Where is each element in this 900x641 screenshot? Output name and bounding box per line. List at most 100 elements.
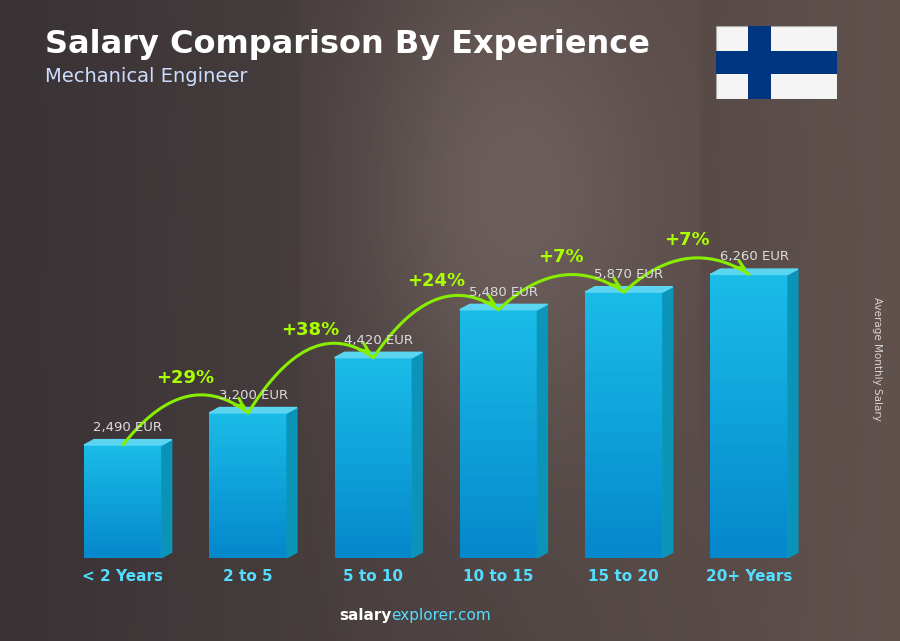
- Polygon shape: [412, 353, 422, 558]
- Bar: [460, 372, 537, 378]
- Bar: [710, 529, 788, 537]
- Bar: [335, 372, 412, 378]
- Bar: [710, 416, 788, 423]
- Bar: [460, 434, 537, 440]
- Bar: [710, 331, 788, 338]
- Bar: [710, 296, 788, 303]
- Bar: [460, 446, 537, 453]
- Bar: [210, 551, 287, 554]
- Bar: [585, 398, 662, 405]
- Bar: [460, 347, 537, 353]
- Bar: [210, 438, 287, 442]
- Bar: [460, 360, 537, 365]
- Bar: [460, 490, 537, 495]
- Bar: [210, 445, 287, 449]
- Bar: [84, 481, 162, 485]
- Bar: [460, 397, 537, 403]
- Bar: [335, 543, 412, 547]
- Bar: [585, 551, 662, 558]
- Bar: [460, 335, 537, 341]
- Bar: [585, 478, 662, 485]
- Bar: [710, 508, 788, 515]
- Bar: [460, 322, 537, 328]
- Bar: [585, 299, 662, 305]
- Bar: [335, 418, 412, 422]
- Bar: [585, 544, 662, 551]
- Bar: [84, 521, 162, 524]
- Bar: [585, 531, 662, 538]
- Bar: [460, 495, 537, 502]
- Bar: [460, 353, 537, 360]
- Bar: [710, 395, 788, 402]
- Bar: [335, 513, 412, 518]
- Bar: [585, 305, 662, 312]
- Bar: [335, 383, 412, 388]
- Bar: [84, 538, 162, 541]
- Bar: [585, 438, 662, 445]
- Text: 3,200 EUR: 3,200 EUR: [219, 388, 288, 402]
- Text: +24%: +24%: [407, 272, 465, 290]
- Text: 2,490 EUR: 2,490 EUR: [94, 421, 162, 434]
- Bar: [84, 479, 162, 481]
- Bar: [710, 381, 788, 388]
- Bar: [210, 442, 287, 445]
- Polygon shape: [537, 304, 547, 558]
- Bar: [335, 463, 412, 468]
- Bar: [710, 388, 788, 395]
- Bar: [460, 328, 537, 335]
- Bar: [335, 428, 412, 433]
- Bar: [335, 478, 412, 483]
- Bar: [585, 385, 662, 392]
- Bar: [84, 529, 162, 532]
- Bar: [84, 518, 162, 521]
- Bar: [84, 495, 162, 499]
- Bar: [335, 438, 412, 443]
- Bar: [84, 465, 162, 467]
- Bar: [84, 549, 162, 552]
- Bar: [210, 456, 287, 460]
- Text: 4,420 EUR: 4,420 EUR: [344, 333, 413, 347]
- Bar: [460, 502, 537, 508]
- Bar: [210, 417, 287, 420]
- Bar: [210, 540, 287, 543]
- Polygon shape: [710, 269, 798, 274]
- Bar: [210, 463, 287, 467]
- Bar: [710, 551, 788, 558]
- Bar: [460, 471, 537, 477]
- Bar: [716, 51, 837, 74]
- Bar: [585, 312, 662, 319]
- Bar: [84, 499, 162, 501]
- Bar: [710, 458, 788, 465]
- Bar: [335, 493, 412, 497]
- Bar: [84, 470, 162, 473]
- Bar: [585, 378, 662, 385]
- Bar: [585, 425, 662, 431]
- Bar: [210, 496, 287, 500]
- Bar: [460, 551, 537, 558]
- Polygon shape: [162, 440, 172, 558]
- Bar: [335, 433, 412, 438]
- Bar: [710, 472, 788, 479]
- Bar: [210, 511, 287, 514]
- Bar: [335, 497, 412, 503]
- Bar: [460, 465, 537, 471]
- Bar: [210, 431, 287, 435]
- Bar: [84, 490, 162, 493]
- Bar: [460, 415, 537, 421]
- Bar: [460, 384, 537, 390]
- Bar: [84, 473, 162, 476]
- Bar: [710, 281, 788, 288]
- Bar: [335, 538, 412, 543]
- Bar: [710, 501, 788, 508]
- Bar: [460, 545, 537, 551]
- Bar: [585, 292, 662, 299]
- Bar: [460, 520, 537, 527]
- Bar: [210, 522, 287, 525]
- Bar: [710, 409, 788, 416]
- Bar: [210, 532, 287, 536]
- Bar: [585, 338, 662, 345]
- Bar: [585, 465, 662, 471]
- Bar: [748, 26, 771, 99]
- Bar: [710, 465, 788, 472]
- Bar: [460, 409, 537, 415]
